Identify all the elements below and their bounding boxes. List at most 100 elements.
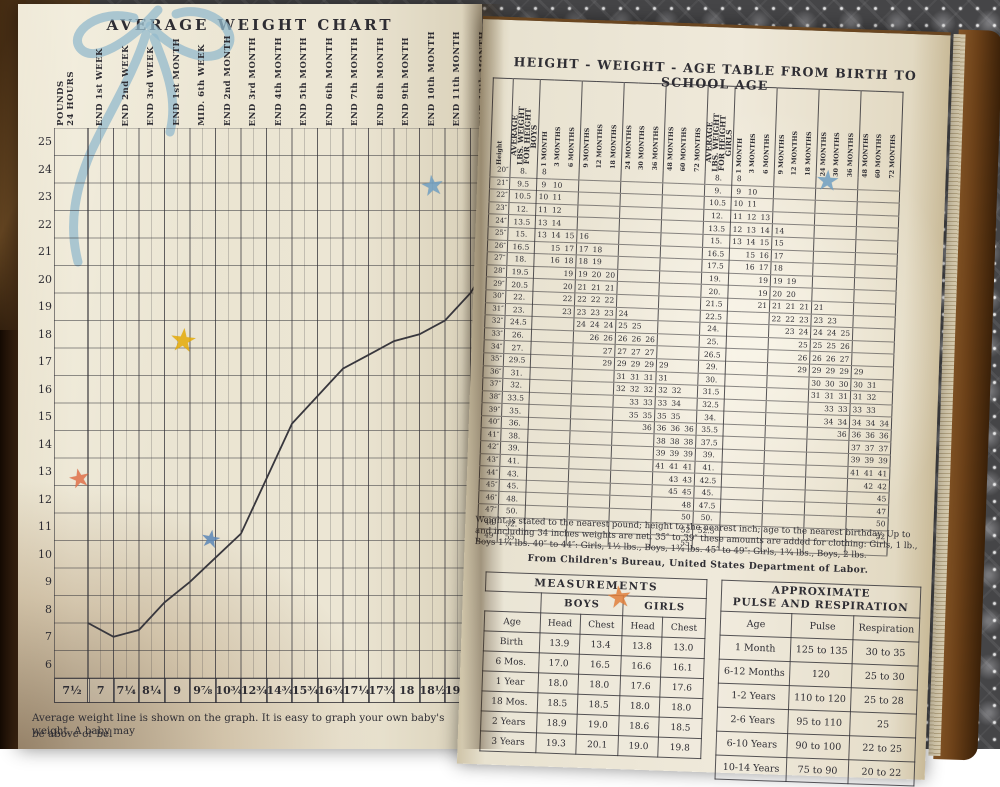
boys-weight-cell: [632, 244, 646, 257]
pound-tick-label: 20: [26, 273, 52, 286]
girls-weight-cell: [808, 402, 822, 415]
boys-weight-cell: [527, 455, 541, 468]
girls-weight-cell: [828, 226, 842, 239]
boys-weight-cell: [620, 181, 634, 194]
boys-weight-cell: [624, 471, 638, 484]
boys-weight-cell: [633, 219, 647, 232]
boys-weight-cell: [581, 495, 595, 508]
boys-weight-cell: 22: [560, 292, 574, 305]
boys-weight-cell: 29: [642, 358, 656, 371]
girls-weight-cell: [818, 503, 832, 516]
boys-weight-cell: [604, 243, 618, 256]
girls-weight-cell: 15: [758, 236, 772, 249]
boys-weight-cell: [682, 410, 696, 423]
boys-weight-cell: [596, 470, 610, 483]
chart-column-header: END 1st MONTH: [172, 38, 182, 126]
girls-weight-cell: [754, 349, 768, 362]
measurements-cell: 18.9: [536, 713, 577, 734]
boys-weight-cell: 29: [600, 357, 614, 370]
pound-tick-label: 11: [26, 520, 52, 533]
girls-weight-cell: 10: [745, 185, 759, 198]
girls-weight-cell: [820, 465, 834, 478]
boys-weight-cell: 27: [629, 345, 643, 358]
girls-weight-cell: [764, 451, 778, 464]
girls-average-cell: 19.: [701, 272, 728, 286]
boys-weight-cell: [644, 308, 658, 321]
girls-weight-cell: [778, 464, 792, 477]
girls-weight-cell: [833, 478, 847, 491]
girls-weight-cell: [807, 414, 821, 427]
measurements-cell: 18.6: [619, 716, 660, 737]
girls-weight-cell: [855, 265, 869, 278]
boys-weight-cell: [600, 369, 614, 382]
measurements-cell: 13.0: [662, 637, 705, 658]
boys-weight-cell: 26: [615, 332, 629, 345]
boys-weight-cell: [607, 168, 621, 181]
boys-weight-cell: [542, 418, 556, 431]
girls-weight-cell: 32: [864, 391, 878, 404]
boys-weight-cell: [644, 320, 658, 333]
girls-weight-cell: [830, 176, 844, 189]
girls-average-cell: 10.5: [704, 197, 731, 211]
boys-weight-cell: [605, 231, 619, 244]
girls-weight-cell: [820, 440, 834, 453]
girls-average-cell: 29.: [698, 360, 725, 374]
boys-weight-cell: 31: [642, 371, 656, 384]
boys-weight-cell: [660, 245, 674, 258]
boys-weight-cell: [556, 431, 570, 444]
pulse-cell: 6-12 Months: [718, 659, 790, 685]
girls-weight-cell: 13: [744, 223, 758, 236]
boys-weight-cell: [675, 221, 689, 234]
boys-weight-cell: [633, 207, 647, 220]
boys-average-cell: 31.: [503, 366, 530, 380]
girls-weight-cell: [765, 425, 779, 438]
chart-column-header: MID. 6th WEEK: [197, 44, 207, 126]
girls-weight-cell: [885, 203, 899, 216]
girls-weight-cell: 12: [730, 223, 744, 236]
boys-weight-cell: [671, 334, 685, 347]
chart-column-header: END 4th MONTH: [274, 37, 284, 126]
boys-weight-cell: 14: [549, 216, 563, 229]
girls-weight-cell: [727, 298, 741, 311]
boys-weight-cell: [583, 444, 597, 457]
boys-weight-cell: 20: [589, 268, 603, 281]
boys-weight-cell: 32: [655, 384, 669, 397]
chart-bottom-values: 7½77¼8¼99⅞10¾12¾14¾15¾16¾17¼17¾1818½19½2…: [54, 678, 496, 703]
boys-weight-cell: [598, 407, 612, 420]
measurements-cell: 17.6: [620, 676, 661, 697]
girls-weight-cell: 31: [865, 379, 879, 392]
boys-weight-cell: [683, 397, 697, 410]
boys-weight-cell: 9: [536, 178, 550, 191]
boys-weight-cell: 24: [588, 318, 602, 331]
girls-weight-cell: [735, 475, 749, 488]
boys-weight-cell: [541, 455, 555, 468]
boys-weight-cell: [649, 170, 663, 183]
girls-weight-cell: [840, 277, 854, 290]
boys-weight-cell: 12: [550, 204, 564, 217]
girls-weight-cell: [813, 251, 827, 264]
boys-weight-cell: [597, 457, 611, 470]
girls-weight-cell: [805, 490, 819, 503]
boys-weight-cell: [620, 194, 634, 207]
chart-column-header: END 5th MONTH: [299, 37, 309, 126]
boys-weight-cell: [546, 317, 560, 330]
boys-weight-cell: [637, 497, 651, 510]
pulse-cell: 20 to 22: [848, 760, 915, 786]
girls-weight-cell: [725, 374, 739, 387]
girls-weight-cell: 11: [745, 198, 759, 211]
girls-weight-cell: [881, 316, 895, 329]
boys-average-cell: 32.: [502, 379, 529, 393]
girls-weight-cell: 33: [836, 403, 850, 416]
girls-weight-cell: [755, 312, 769, 325]
boys-weight-cell: [527, 442, 541, 455]
girls-weight-cell: [729, 260, 743, 273]
boys-average-cell: 22.: [505, 290, 532, 304]
girls-weight-cell: [740, 336, 754, 349]
girls-weight-cell: 33: [822, 402, 836, 415]
girls-weight-cell: [778, 439, 792, 452]
boys-weight-cell: [593, 168, 607, 181]
boys-weight-cell: [672, 321, 686, 334]
girls-weight-cell: 21: [797, 301, 811, 314]
pound-tick-label: 9: [26, 575, 52, 588]
